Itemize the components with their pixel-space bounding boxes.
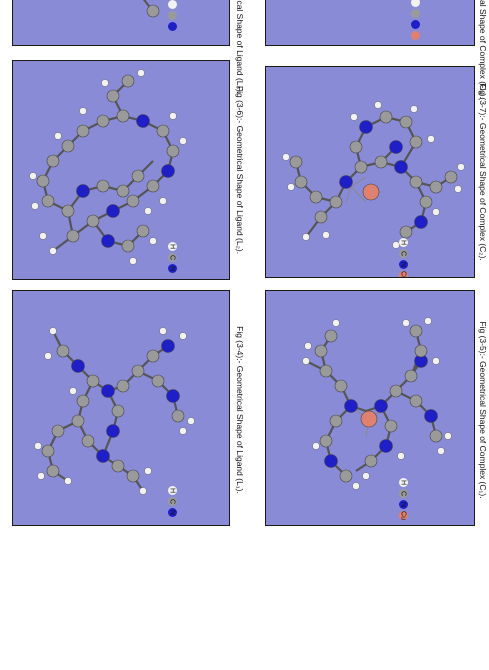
legend-complex-c2: H C N Cu xyxy=(394,237,412,278)
figure-panel-ligand-l2: H C N xyxy=(12,60,230,280)
legend-ligand-l1: H C N xyxy=(163,485,181,518)
figure-panel-ligand-l3 xyxy=(12,0,230,46)
legend-dot-c xyxy=(168,11,177,20)
figure-panel-complex-c1: H C N Cu xyxy=(265,290,475,526)
figure-panel-ligand-l1: H C N xyxy=(12,290,230,526)
figure-panel-complex-c3 xyxy=(265,0,475,46)
legend-dot-c xyxy=(411,9,420,18)
legend-label-n: N xyxy=(168,265,176,272)
figure-panel-complex-c2: H C N Cu xyxy=(265,66,475,278)
divider-line xyxy=(265,62,433,64)
legend-label-cu: Cu xyxy=(399,511,407,520)
legend-label-n: N xyxy=(168,509,176,516)
molecule-ligand-l1 xyxy=(34,327,195,495)
caption-fig-3-5: Fig (3-5):- Geometrical Shape of Complex… xyxy=(478,321,488,499)
legend-dot-cu xyxy=(399,271,408,277)
caption-fig-3-4: Fig (3-4):- Geometrical Shape of Ligand … xyxy=(235,326,245,494)
legend-dot-h xyxy=(168,242,177,251)
legend-dot-h xyxy=(399,238,408,247)
legend-dot-n xyxy=(399,500,408,509)
legend-dot-h xyxy=(168,486,177,495)
legend-dot-h xyxy=(168,0,177,9)
legend-dot-c xyxy=(168,253,177,262)
molecule-ligand-l3 xyxy=(142,0,160,18)
legend-dot-n xyxy=(399,260,408,269)
molecule-ligand-l2 xyxy=(29,69,187,265)
legend-dot-cu xyxy=(411,31,420,40)
legend-ligand-l3 xyxy=(163,0,181,32)
legend-complex-c3 xyxy=(406,0,424,41)
legend-dot-cu xyxy=(399,511,408,520)
legend-dot-n xyxy=(168,22,177,31)
molecule-complex-c2 xyxy=(282,101,465,249)
legend-ligand-l2: H C N xyxy=(163,241,181,274)
legend-dot-c xyxy=(399,489,408,498)
legend-dot-n xyxy=(411,20,420,29)
molecule-complex-c1 xyxy=(302,317,452,490)
legend-dot-h xyxy=(399,478,408,487)
legend-complex-c1: H C N Cu xyxy=(394,477,412,521)
legend-dot-c xyxy=(168,497,177,506)
legend-dot-c xyxy=(399,249,408,258)
legend-dot-n xyxy=(168,508,177,517)
legend-dot-n xyxy=(168,264,177,273)
legend-dot-h xyxy=(411,0,420,7)
legend-label-cu: Cu xyxy=(399,271,407,278)
